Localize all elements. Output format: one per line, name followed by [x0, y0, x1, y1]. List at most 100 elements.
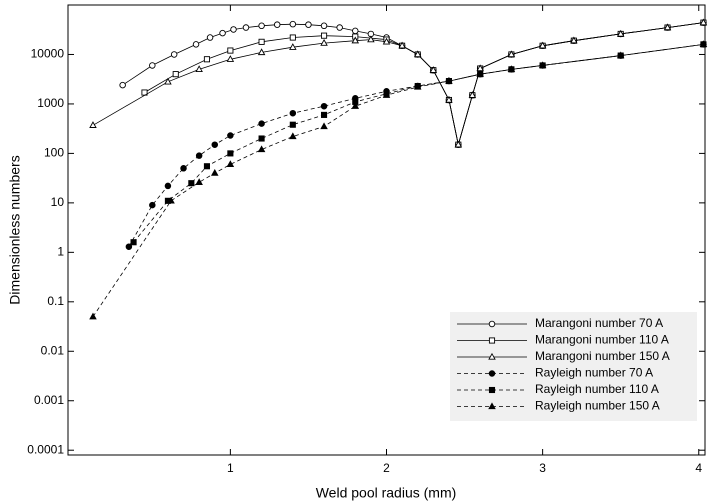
y-tick-label: 100 — [44, 146, 64, 160]
y-tick-label: 0.1 — [47, 294, 64, 308]
series-line — [144, 22, 704, 145]
series-line — [133, 44, 704, 243]
marker — [382, 91, 391, 98]
marker — [172, 71, 179, 78]
legend-label: Rayleigh number 150 A — [535, 399, 660, 413]
marker — [429, 66, 438, 73]
marker — [289, 109, 297, 117]
x-tick-label: 3 — [539, 461, 546, 475]
marker — [227, 150, 234, 157]
marker — [227, 47, 234, 54]
marker — [320, 22, 328, 30]
series-line — [122, 22, 704, 145]
marker — [170, 51, 178, 58]
marker — [289, 43, 297, 50]
marker — [398, 41, 406, 49]
marker — [454, 140, 463, 148]
marker — [616, 51, 625, 59]
marker — [289, 34, 296, 41]
marker — [488, 386, 496, 394]
marker — [616, 29, 625, 37]
legend-label: Marangoni number 70 A — [535, 316, 663, 330]
marker — [320, 111, 328, 118]
marker — [89, 312, 97, 320]
marker — [167, 196, 175, 204]
marker — [570, 36, 578, 44]
marker — [538, 61, 547, 69]
marker — [230, 26, 237, 33]
legend-label: Marangoni number 150 A — [535, 349, 670, 363]
y-tick-label: 0.001 — [34, 393, 64, 407]
marker — [320, 38, 328, 46]
marker — [125, 243, 133, 250]
marker — [227, 132, 234, 139]
marker — [211, 141, 219, 148]
marker — [203, 163, 211, 170]
marker — [119, 81, 126, 89]
marker — [289, 121, 296, 128]
marker — [305, 21, 312, 28]
marker — [164, 77, 172, 85]
marker — [180, 165, 187, 172]
marker — [258, 120, 265, 127]
marker — [320, 102, 328, 110]
marker — [149, 201, 156, 209]
marker — [488, 352, 496, 360]
y-tick-label: 0.01 — [41, 343, 65, 357]
marker — [488, 402, 496, 410]
legend-label: Rayleigh number 70 A — [535, 366, 653, 380]
marker — [258, 22, 265, 30]
marker — [195, 152, 203, 159]
legend-label: Marangoni number 110 A — [535, 333, 669, 347]
y-tick-label: 1 — [57, 245, 64, 259]
marker — [336, 24, 343, 31]
x-axis-label: Weld pool radius (mm) — [316, 485, 457, 501]
marker — [413, 82, 422, 90]
marker — [130, 239, 137, 246]
marker — [188, 180, 195, 187]
marker — [445, 95, 453, 103]
y-tick-label: 0.0001 — [27, 442, 64, 456]
marker — [206, 34, 214, 41]
marker — [257, 48, 266, 56]
marker — [488, 320, 496, 328]
marker — [488, 370, 496, 377]
marker — [320, 122, 328, 130]
series-line — [92, 44, 704, 317]
marker — [257, 145, 266, 153]
marker — [699, 18, 708, 26]
marker — [367, 35, 375, 43]
marker — [242, 24, 250, 31]
marker — [258, 38, 265, 45]
x-tick-label: 1 — [227, 461, 234, 475]
marker — [164, 182, 172, 190]
y-axis-label: Dimensionless numbers — [7, 155, 23, 304]
marker — [195, 65, 203, 73]
marker — [273, 21, 281, 28]
legend-box — [450, 312, 697, 421]
marker — [468, 91, 477, 98]
marker — [289, 20, 297, 28]
marker — [476, 70, 484, 77]
marker — [320, 32, 328, 39]
marker — [382, 37, 391, 45]
marker — [507, 65, 516, 73]
marker — [195, 178, 203, 185]
legend-label: Rayleigh number 110 A — [535, 382, 659, 396]
marker — [445, 76, 453, 84]
x-tick-label: 4 — [695, 461, 702, 475]
marker — [226, 160, 235, 168]
marker — [352, 27, 359, 35]
y-tick-label: 1000 — [37, 96, 64, 110]
marker — [507, 50, 516, 58]
marker — [351, 36, 360, 44]
marker — [203, 56, 211, 63]
marker — [89, 121, 97, 128]
marker — [219, 29, 226, 37]
y-tick-label: 10000 — [31, 47, 65, 61]
marker — [538, 41, 547, 49]
marker — [351, 102, 360, 109]
marker — [488, 337, 496, 344]
marker — [226, 55, 235, 62]
